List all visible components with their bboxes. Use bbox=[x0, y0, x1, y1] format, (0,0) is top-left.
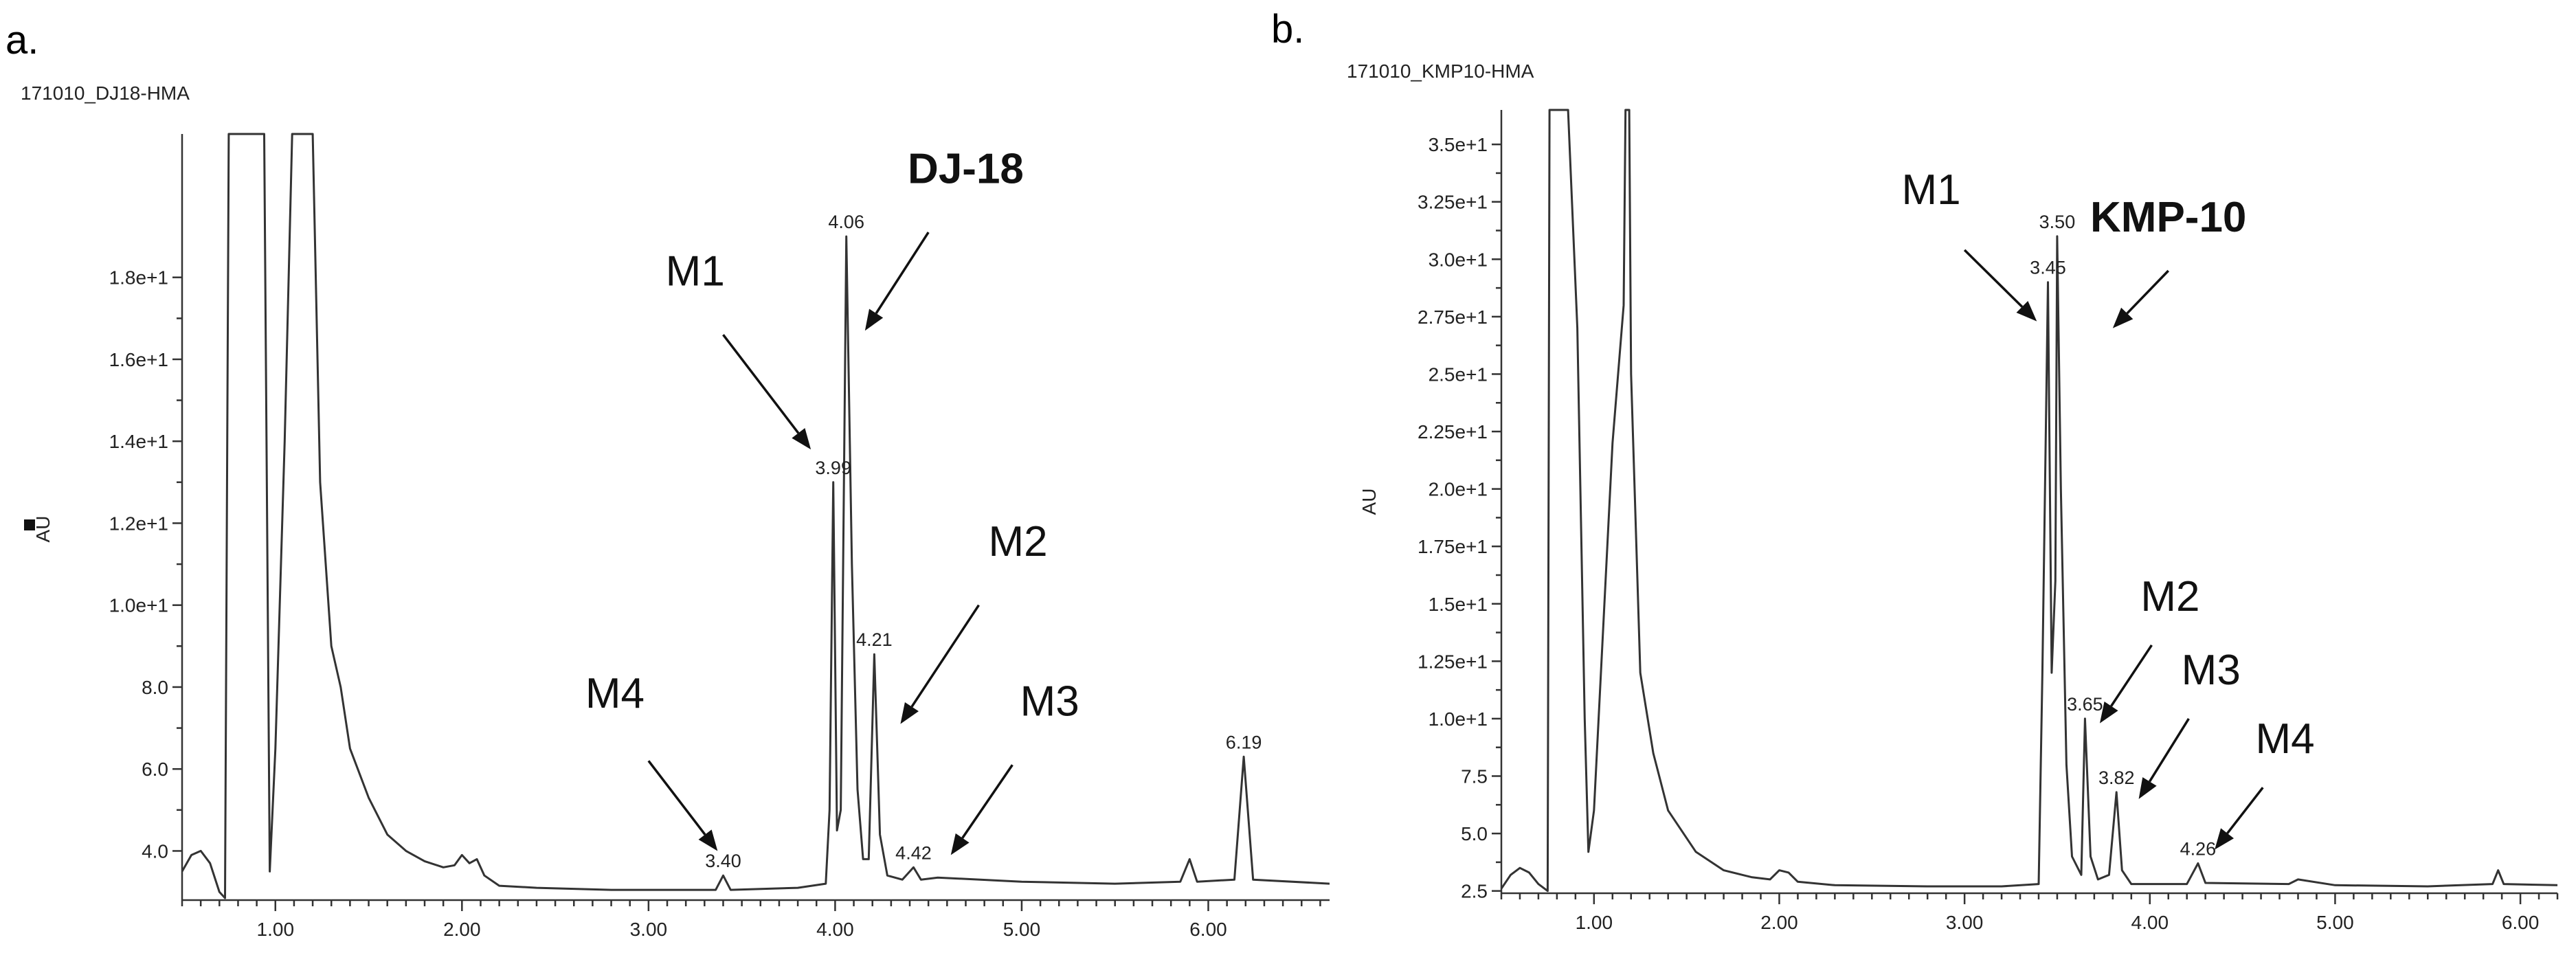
peak-label: 4.26 bbox=[2180, 839, 2217, 860]
y-tick-label: 3.5e+1 bbox=[1429, 134, 1488, 155]
arrowhead-icon bbox=[2215, 828, 2235, 850]
panel-letter: b. bbox=[1271, 7, 1304, 52]
x-tick-label: 4.00 bbox=[816, 919, 854, 940]
x-tick-label: 3.00 bbox=[630, 919, 668, 940]
y-tick-label: 1.2e+1 bbox=[109, 513, 168, 534]
arrowhead-icon bbox=[698, 829, 718, 851]
y-tick-label: 1.6e+1 bbox=[109, 349, 168, 370]
x-tick-label: 5.00 bbox=[2316, 912, 2354, 933]
y-tick-label: 1.8e+1 bbox=[109, 267, 168, 289]
chromatogram-trace bbox=[1501, 109, 2557, 893]
y-tick-label: 1.75e+1 bbox=[1418, 536, 1488, 557]
x-tick-label: 6.00 bbox=[2502, 912, 2540, 933]
sample-id: 171010_DJ18-HMA bbox=[21, 82, 190, 104]
arrowhead-icon bbox=[2099, 701, 2118, 724]
y-tick-label: 2.0e+1 bbox=[1429, 479, 1488, 500]
arrowhead-icon bbox=[864, 309, 884, 331]
annotation-arrow bbox=[910, 604, 980, 708]
y-tick-label: 4.0 bbox=[142, 840, 168, 862]
y-tick-label: 1.4e+1 bbox=[109, 431, 168, 452]
annotation-label: M4 bbox=[585, 670, 645, 717]
y-tick-label: 6.0 bbox=[142, 759, 168, 780]
y-tick-label: 2.25e+1 bbox=[1418, 421, 1488, 442]
y-tick-label: 2.5 bbox=[1461, 881, 1488, 902]
arrowhead-icon bbox=[792, 427, 811, 450]
arrowhead-icon bbox=[2016, 300, 2037, 322]
x-tick-label: 2.00 bbox=[443, 919, 481, 940]
peak-label: 6.19 bbox=[1226, 732, 1262, 752]
panel-letter: a. bbox=[5, 18, 38, 63]
peak-label: 3.65 bbox=[2067, 694, 2103, 715]
chart-panel-b: b. 171010_KMP10-HMA AU 1.00 2.00 3.00 4.00 5.00… bbox=[1271, 7, 2559, 933]
peak-label: 3.45 bbox=[2030, 258, 2066, 278]
y-tick-label: 1.0e+1 bbox=[1429, 708, 1488, 730]
y-tick-label: 2.5e+1 bbox=[1429, 363, 1488, 385]
peak-label: 3.50 bbox=[2039, 212, 2076, 232]
y-tick-label: 1.0e+1 bbox=[109, 595, 168, 616]
y-axis-title: AU bbox=[1358, 489, 1380, 515]
annotation-arrow bbox=[961, 764, 1013, 839]
chart-panel-a: a. 171010_DJ18-HMA AU 1.00 2.00 3.00 4.00 5.00 6… bbox=[5, 18, 1330, 940]
annotation-label: M2 bbox=[988, 518, 1047, 565]
annotation-label: DJ-18 bbox=[908, 146, 1024, 193]
x-tick-label: 3.00 bbox=[1946, 912, 1984, 933]
arrowhead-icon bbox=[2138, 777, 2157, 799]
annotation-label: M4 bbox=[2256, 715, 2315, 763]
arrowhead-icon bbox=[900, 702, 919, 724]
peak-label: 4.21 bbox=[856, 629, 893, 650]
annotation-arrow bbox=[2110, 644, 2153, 707]
y-tick-label: 5.0 bbox=[1461, 823, 1488, 844]
peak-label: 3.82 bbox=[2098, 767, 2135, 788]
x-tick-label: 6.00 bbox=[1189, 919, 1227, 940]
y-tick-label: 7.5 bbox=[1461, 766, 1488, 787]
x-tick-label: 1.00 bbox=[257, 919, 295, 940]
annotation-arrow bbox=[875, 232, 930, 314]
arrowhead-icon bbox=[950, 833, 970, 855]
annotation-label: M3 bbox=[2182, 647, 2241, 694]
y-tick-label: 8.0 bbox=[142, 677, 168, 698]
y-tick-label: 3.0e+1 bbox=[1429, 249, 1488, 270]
peak-label: 3.40 bbox=[705, 851, 741, 871]
arrowhead-icon bbox=[2112, 307, 2133, 328]
y-tick-label: 2.75e+1 bbox=[1418, 306, 1488, 328]
annotation-label: M3 bbox=[1020, 678, 1079, 726]
x-tick-label: 2.00 bbox=[1760, 912, 1798, 933]
annotation-label: M1 bbox=[1902, 166, 1961, 214]
x-tick-label: 5.00 bbox=[1003, 919, 1041, 940]
annotation-arrow bbox=[2148, 717, 2190, 783]
sample-id: 171010_KMP10-HMA bbox=[1347, 60, 1534, 82]
x-tick-label: 4.00 bbox=[2131, 912, 2169, 933]
annotation-label: KMP-10 bbox=[2090, 194, 2246, 241]
y-axis-title: AU bbox=[32, 516, 54, 543]
annotation-arrow bbox=[647, 760, 706, 836]
x-tick-label: 1.00 bbox=[1576, 912, 1613, 933]
chromatogram-trace bbox=[182, 133, 1330, 899]
annotation-arrow bbox=[1963, 249, 2024, 308]
annotation-arrow bbox=[2126, 269, 2169, 315]
y-tick-label: 1.5e+1 bbox=[1429, 594, 1488, 615]
annotation-arrow bbox=[722, 334, 800, 434]
peak-label: 3.99 bbox=[815, 458, 851, 478]
annotation-label: M2 bbox=[2140, 573, 2199, 620]
y-tick-label: 1.25e+1 bbox=[1418, 651, 1488, 672]
y-tick-label: 3.25e+1 bbox=[1418, 192, 1488, 213]
annotation-arrow bbox=[2226, 787, 2264, 834]
annotation-label: M1 bbox=[666, 248, 725, 295]
legend-marker-icon bbox=[24, 519, 35, 530]
peak-label: 4.42 bbox=[895, 842, 932, 863]
peak-label: 4.06 bbox=[828, 212, 864, 232]
